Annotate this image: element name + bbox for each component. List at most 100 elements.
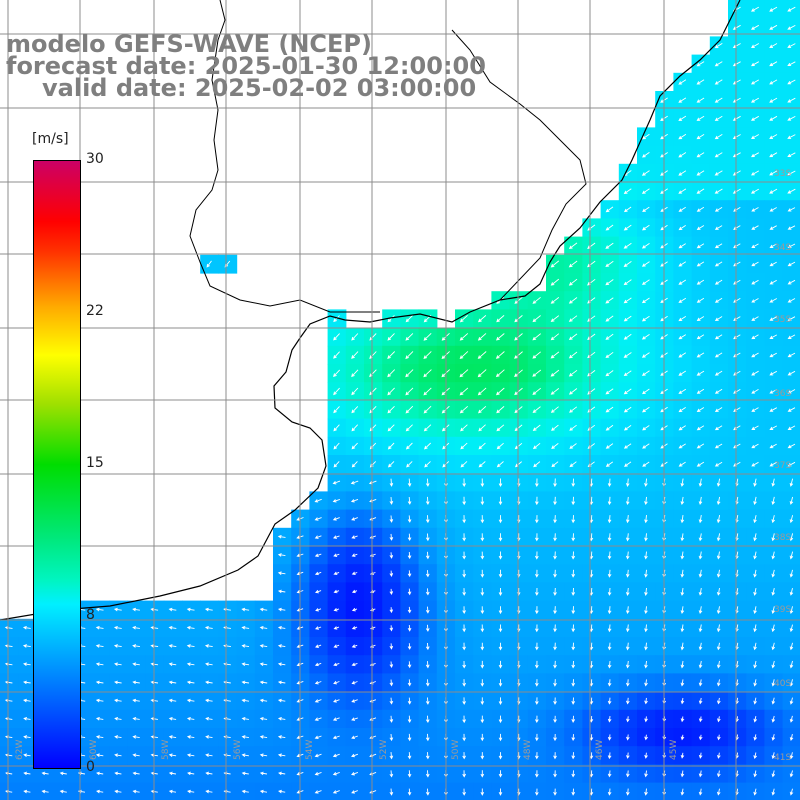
wind-arrow — [714, 207, 723, 212]
wind-arrow — [769, 115, 778, 121]
wind-arrow — [787, 116, 796, 121]
wind-arrow — [59, 771, 67, 776]
wind-arrow — [678, 79, 687, 85]
wind-arrow — [387, 442, 395, 450]
wind-arrow — [750, 97, 760, 103]
wind-arrow — [642, 406, 650, 413]
wind-arrow — [553, 624, 557, 633]
wind-arrow — [644, 515, 648, 524]
wind-arrow — [114, 771, 122, 776]
wind-arrow — [535, 715, 539, 724]
wind-arrow — [150, 680, 159, 685]
wind-arrow — [405, 442, 413, 450]
wind-arrow — [769, 43, 778, 48]
wind-arrow — [277, 571, 286, 575]
wind-arrow — [750, 115, 760, 121]
wind-arrow — [114, 716, 122, 721]
wind-arrow — [678, 243, 686, 249]
wind-arrow — [351, 626, 358, 630]
wind-arrow — [753, 734, 758, 741]
wind-arrow — [771, 788, 776, 796]
wind-arrow — [496, 406, 505, 414]
wind-arrow — [407, 624, 412, 632]
wind-arrow — [751, 243, 759, 248]
wind-arrow — [314, 735, 322, 740]
wind-arrow — [607, 734, 612, 741]
wind-arrow — [787, 261, 796, 267]
wind-arrow — [678, 279, 687, 285]
wind-arrow — [425, 551, 430, 560]
wind-arrow — [568, 278, 578, 286]
wind-arrow — [680, 478, 685, 487]
wind-arrow — [168, 735, 177, 739]
wind-arrow — [277, 553, 286, 557]
wind-arrow — [550, 297, 560, 304]
wind-arrow — [623, 242, 632, 249]
wind-arrow — [641, 261, 650, 267]
wind-arrow — [605, 224, 614, 231]
wind-arrow — [642, 133, 650, 140]
wind-arrow — [789, 587, 794, 596]
wind-arrow — [698, 515, 703, 524]
colorbar-tick-0: 0 — [86, 759, 95, 775]
wind-arrow — [644, 606, 648, 615]
wind-arrow — [186, 607, 195, 612]
wind-arrow — [477, 369, 487, 378]
wind-arrow — [532, 442, 541, 450]
wind-arrow — [787, 207, 796, 212]
wind-arrow — [553, 715, 557, 723]
wind-arrow — [462, 788, 466, 796]
wind-arrow — [642, 152, 650, 158]
wind-arrow — [314, 699, 322, 703]
wind-arrow — [389, 497, 394, 505]
wind-arrow — [205, 789, 213, 794]
wind-arrow — [535, 496, 539, 506]
wind-arrow — [771, 478, 776, 487]
wind-arrow — [514, 406, 523, 414]
wind-arrow — [535, 752, 539, 760]
wind-arrow — [714, 225, 723, 230]
wind-arrow — [789, 478, 794, 487]
wind-arrow — [678, 443, 686, 449]
wind-arrow — [389, 752, 394, 760]
wind-arrow — [571, 569, 576, 578]
wind-arrow — [698, 788, 703, 796]
wind-arrow — [498, 551, 503, 560]
wind-arrow — [769, 24, 778, 30]
wind-arrow — [23, 698, 31, 703]
wind-arrow — [114, 662, 122, 666]
wind-arrow — [568, 242, 578, 250]
wind-arrow — [277, 698, 286, 703]
wind-arrow — [241, 753, 249, 757]
wind-arrow — [787, 97, 796, 103]
wind-arrow — [132, 644, 140, 648]
wind-arrow — [241, 680, 250, 685]
wind-arrow — [605, 351, 614, 359]
wind-arrow — [241, 698, 250, 703]
wind-arrow — [623, 279, 632, 286]
wind-arrow — [605, 260, 614, 268]
wind-arrow — [605, 370, 614, 377]
wind-arrow — [150, 698, 159, 703]
wind-arrow — [641, 297, 650, 304]
wind-arrow — [623, 206, 632, 213]
wind-arrow — [789, 551, 794, 560]
wind-arrow — [332, 771, 340, 776]
wind-arrow — [769, 61, 778, 67]
wind-arrow — [753, 624, 757, 633]
wind-arrow — [789, 752, 794, 760]
wind-arrow — [605, 406, 614, 413]
latitude-label: 35S — [774, 315, 791, 325]
wind-arrow — [535, 624, 539, 633]
wind-arrow — [514, 387, 523, 396]
wind-arrow — [678, 170, 687, 176]
wind-arrow — [462, 642, 466, 651]
wind-arrow — [462, 715, 466, 724]
wind-arrow — [714, 134, 723, 140]
wind-arrow — [277, 680, 286, 685]
wind-arrow — [114, 735, 122, 739]
wind-arrow — [789, 624, 794, 633]
wind-arrow — [277, 753, 286, 757]
wind-arrow — [59, 789, 67, 794]
wind-arrow — [623, 333, 632, 340]
